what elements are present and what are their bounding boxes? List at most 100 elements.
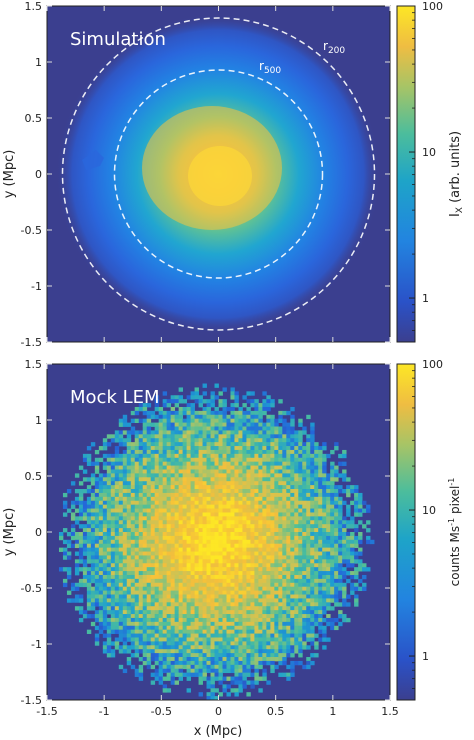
lem-pixel <box>282 449 287 455</box>
lem-pixel <box>94 461 100 466</box>
lem-pixel <box>246 551 251 556</box>
lem-pixel <box>314 578 319 584</box>
lem-pixel <box>246 606 251 611</box>
lem-pixel <box>98 528 104 533</box>
lem-pixel <box>270 582 275 588</box>
lem-pixel <box>150 410 156 416</box>
lem-pixel <box>290 532 295 537</box>
lem-pixel <box>322 633 327 638</box>
lem-pixel <box>366 504 371 509</box>
lem-pixel <box>226 590 231 595</box>
lem-pixel <box>86 532 92 537</box>
lem-pixel <box>222 532 227 537</box>
lem-pixel <box>226 496 231 502</box>
lem-pixel <box>154 473 160 478</box>
lem-pixel <box>334 469 339 474</box>
lem-pixel <box>102 641 108 646</box>
lem-pixel <box>106 535 112 541</box>
lem-pixel <box>342 614 347 619</box>
lem-pixel <box>214 496 219 502</box>
lem-pixel <box>146 664 152 670</box>
lem-pixel <box>318 473 323 478</box>
lem-pixel <box>198 504 203 509</box>
lem-pixel <box>258 688 263 693</box>
lem-pixel <box>230 449 235 455</box>
lem-pixel <box>202 578 207 584</box>
lem-pixel <box>246 442 251 447</box>
lem-pixel <box>310 434 315 439</box>
lem-pixel <box>166 539 172 545</box>
lem-pixel <box>246 524 251 529</box>
lem-pixel <box>278 399 283 404</box>
lem-pixel <box>250 649 255 654</box>
lem-pixel <box>298 625 303 631</box>
lem-pixel <box>182 473 187 478</box>
lem-pixel <box>242 582 247 588</box>
lem-pixel <box>250 418 255 424</box>
lem-pixel <box>234 391 239 396</box>
lem-pixel <box>178 492 184 498</box>
lem-pixel <box>150 664 156 670</box>
lem-pixel <box>146 602 152 607</box>
lem-pixel <box>154 446 160 451</box>
lem-pixel <box>326 559 331 564</box>
lem-pixel <box>274 653 279 658</box>
lem-pixel <box>210 641 215 646</box>
lem-pixel <box>314 500 319 506</box>
lem-pixel <box>178 461 184 466</box>
lem-pixel <box>138 516 144 521</box>
lem-pixel <box>234 504 239 509</box>
lem-pixel <box>162 664 168 670</box>
lem-pixel <box>242 571 247 576</box>
lem-pixel <box>214 500 219 506</box>
lem-pixel <box>254 426 259 431</box>
lem-pixel <box>334 520 339 525</box>
lem-pixel <box>98 606 104 611</box>
lem-pixel <box>242 602 247 607</box>
lem-pixel <box>146 637 152 642</box>
lem-pixel <box>290 520 295 525</box>
lem-pixel <box>110 621 116 627</box>
lem-pixel <box>346 539 351 545</box>
lem-pixel <box>106 633 112 638</box>
lem-pixel <box>154 614 160 619</box>
lem-pixel <box>122 621 128 627</box>
lem-pixel <box>250 512 255 517</box>
lem-pixel <box>178 516 184 521</box>
lem-pixel <box>190 469 195 474</box>
lem-pixel <box>134 543 140 549</box>
lem-pixel <box>198 582 203 588</box>
lem-pixel <box>342 461 347 466</box>
lem-pixel <box>270 664 275 670</box>
lem-pixel <box>86 485 92 490</box>
lem-pixel <box>314 465 319 470</box>
lem-pixel <box>162 469 168 474</box>
lem-pixel <box>202 465 207 470</box>
lem-pixel <box>310 422 315 427</box>
lem-pixel <box>94 555 100 560</box>
lem-pixel <box>258 598 263 603</box>
lem-pixel <box>222 477 227 482</box>
lem-pixel <box>222 668 227 674</box>
lem-pixel <box>286 492 291 498</box>
lem-pixel <box>266 418 271 424</box>
lem-pixel <box>150 453 156 459</box>
lem-pixel <box>142 574 148 580</box>
lem-pixel <box>242 516 247 521</box>
lem-pixel <box>266 485 271 490</box>
lem-pixel <box>230 465 235 470</box>
lem-pixel <box>186 610 191 615</box>
lem-pixel <box>166 449 172 455</box>
lem-pixel <box>290 649 295 654</box>
lem-pixel <box>242 539 247 545</box>
lem-pixel <box>330 606 335 611</box>
lem-pixel <box>206 590 211 595</box>
lem-pixel <box>146 504 152 509</box>
lem-pixel <box>282 418 287 424</box>
lem-pixel <box>118 555 124 560</box>
lem-pixel <box>338 547 343 552</box>
lem-pixel <box>214 426 219 431</box>
lem-pixel <box>266 520 271 525</box>
lem-pixel <box>290 664 295 670</box>
